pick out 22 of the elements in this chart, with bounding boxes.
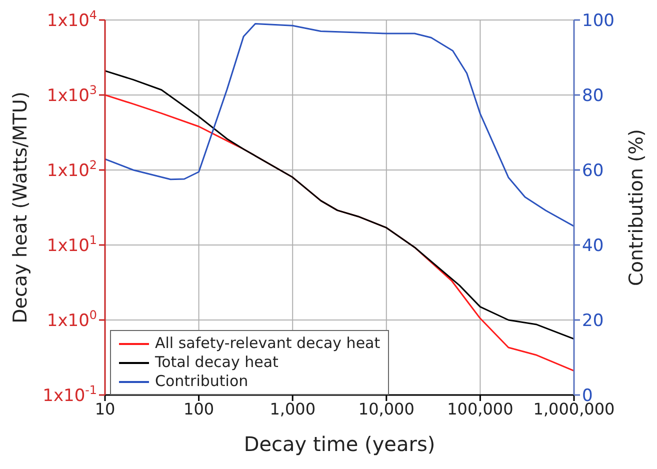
y2-tick-label: 20 (582, 311, 604, 331)
y2-tick-label: 40 (582, 236, 604, 256)
y2-axis-title: Contribution (%) (626, 129, 648, 286)
y2-tick-label: 60 (582, 161, 604, 181)
y-tick-label: 1x10$^{-1}$ (42, 383, 97, 406)
x-tick-label: 1,000 (270, 399, 316, 418)
x-axis-title: Decay time (years) (244, 432, 436, 456)
y-tick-label: 1x10$^{3}$ (46, 83, 97, 106)
y2-tick-label: 80 (582, 86, 604, 106)
legend-label: Total decay heat (155, 353, 278, 372)
x-tick-label: 100 (184, 399, 214, 418)
y-axis-title: Decay heat (Watts/MTU) (10, 92, 32, 324)
legend-label: Contribution (155, 372, 248, 391)
x-tick-label: 100,000 (447, 399, 514, 418)
y2-tick-label: 100 (582, 11, 614, 31)
y-tick-label: 1x10$^{2}$ (46, 158, 97, 181)
x-tick-label: 10,000 (358, 399, 414, 418)
y-tick-label: 1x10$^{0}$ (46, 308, 97, 331)
legend-label: All safety-relevant decay heat (155, 334, 380, 353)
y-tick-label: 1x10$^{1}$ (46, 233, 97, 256)
y-tick-label: 1x10$^{4}$ (46, 8, 97, 31)
x-tick-label: 10 (94, 399, 116, 418)
